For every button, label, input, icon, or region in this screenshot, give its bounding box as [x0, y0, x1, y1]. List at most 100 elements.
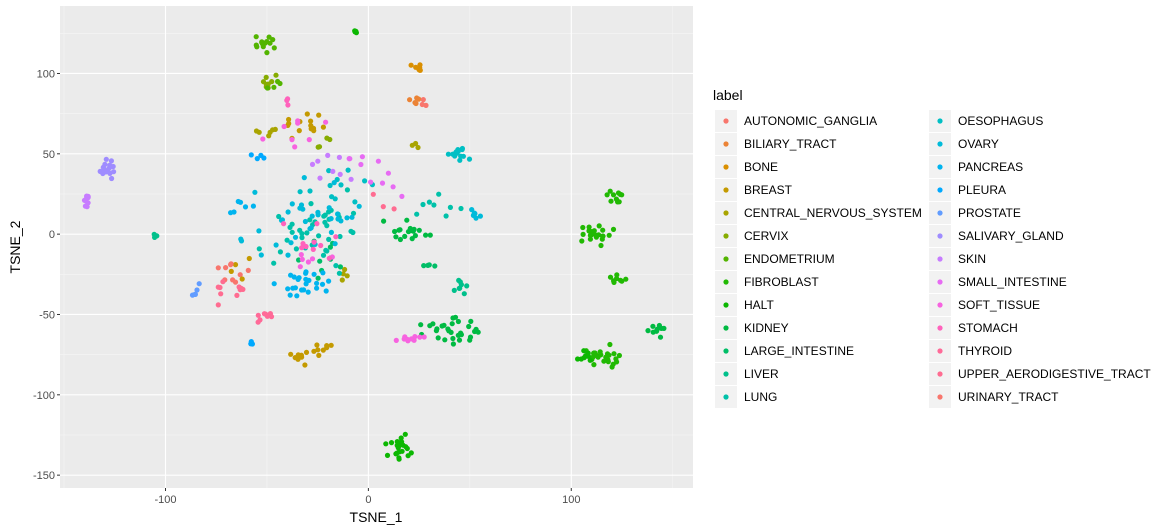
data-point	[587, 236, 594, 242]
data-point	[232, 279, 239, 285]
legend-marker	[937, 279, 943, 285]
data-point	[289, 221, 295, 227]
data-point	[330, 168, 336, 174]
data-point	[611, 351, 617, 357]
data-point	[342, 266, 348, 273]
data-point	[301, 175, 307, 181]
legend-item: ENDOMETRIUM	[715, 248, 835, 270]
data-point	[412, 233, 418, 239]
data-point	[285, 209, 291, 215]
legend-item: BILIARY_TRACT	[715, 133, 837, 155]
data-point	[306, 277, 312, 283]
data-point	[345, 167, 351, 173]
legend-item: OVARY	[929, 133, 999, 155]
data-point	[311, 348, 317, 354]
data-point	[318, 242, 324, 249]
data-point	[383, 441, 389, 447]
legend-marker	[723, 164, 729, 170]
data-point	[238, 236, 244, 242]
data-point	[592, 350, 598, 356]
data-point	[421, 334, 427, 340]
legend-item: SKIN	[929, 248, 986, 270]
data-point	[328, 229, 334, 235]
legend-label: LUNG	[744, 390, 777, 404]
data-point	[316, 352, 322, 358]
data-point	[434, 326, 440, 332]
data-point	[315, 347, 321, 353]
legend-item: AUTONOMIC_GANGLIA	[715, 110, 877, 132]
legend-item: LARGE_INTESTINE	[715, 340, 854, 362]
data-point	[335, 211, 341, 217]
data-point	[250, 203, 256, 209]
data-point	[458, 205, 464, 212]
data-point	[461, 291, 467, 297]
legend-item: OESOPHAGUS	[929, 110, 1043, 132]
legend-label: ENDOMETRIUM	[744, 252, 835, 266]
legend-marker	[937, 394, 943, 400]
data-point	[271, 84, 277, 90]
legend-label: OESOPHAGUS	[958, 114, 1043, 128]
data-point	[344, 187, 350, 193]
legend-item: FIBROBLAST	[715, 271, 819, 293]
data-point	[599, 236, 605, 242]
data-point	[385, 170, 391, 176]
data-point	[304, 230, 310, 236]
data-point	[623, 276, 629, 282]
legend-item: URINARY_TRACT	[929, 386, 1059, 408]
data-point	[390, 184, 396, 190]
data-point	[591, 229, 597, 236]
data-point	[273, 242, 279, 248]
data-point	[289, 201, 295, 207]
data-point	[314, 285, 320, 291]
data-point	[326, 168, 332, 174]
legend-label: LIVER	[744, 367, 779, 381]
data-point	[404, 445, 410, 452]
data-point	[326, 236, 332, 242]
legend-label: AUTONOMIC_GANGLIA	[744, 114, 877, 128]
data-point	[256, 129, 262, 135]
data-point	[344, 273, 350, 279]
x-tick-label: 0	[365, 494, 371, 506]
data-point	[579, 238, 585, 244]
data-point	[336, 270, 342, 276]
data-point	[421, 263, 427, 269]
data-point	[245, 267, 251, 273]
legend-label: FIBROBLAST	[744, 275, 819, 289]
data-point	[307, 188, 313, 194]
data-point	[297, 205, 303, 211]
legend-marker	[937, 164, 943, 170]
data-point	[407, 225, 413, 232]
data-point	[326, 209, 332, 215]
data-point	[107, 164, 113, 170]
legend-label: UPPER_AERODIGESTIVE_TRACT	[958, 367, 1151, 381]
data-point	[417, 65, 423, 71]
data-point	[443, 213, 449, 219]
data-point	[297, 264, 303, 270]
data-point	[297, 189, 303, 195]
data-point	[305, 259, 311, 265]
data-point	[269, 79, 275, 85]
data-point	[323, 247, 329, 253]
data-point	[234, 292, 240, 298]
data-point	[296, 128, 302, 134]
data-point	[271, 260, 277, 266]
legend-label: PLEURA	[958, 183, 1006, 197]
legend-label: SALIVARY_GLAND	[958, 229, 1064, 243]
data-point	[246, 255, 252, 262]
data-point	[248, 152, 254, 158]
legend-marker	[937, 256, 943, 262]
legend-marker	[723, 141, 729, 147]
data-point	[320, 347, 326, 353]
data-point	[332, 241, 338, 247]
data-point	[302, 362, 308, 368]
data-point	[473, 215, 479, 221]
data-point	[432, 263, 438, 269]
data-point	[253, 42, 259, 48]
data-point	[299, 231, 305, 237]
data-point	[435, 335, 441, 341]
data-point	[616, 352, 623, 359]
data-point	[604, 192, 610, 198]
data-point	[301, 287, 307, 293]
data-point	[256, 228, 262, 234]
legend-marker	[723, 394, 729, 400]
